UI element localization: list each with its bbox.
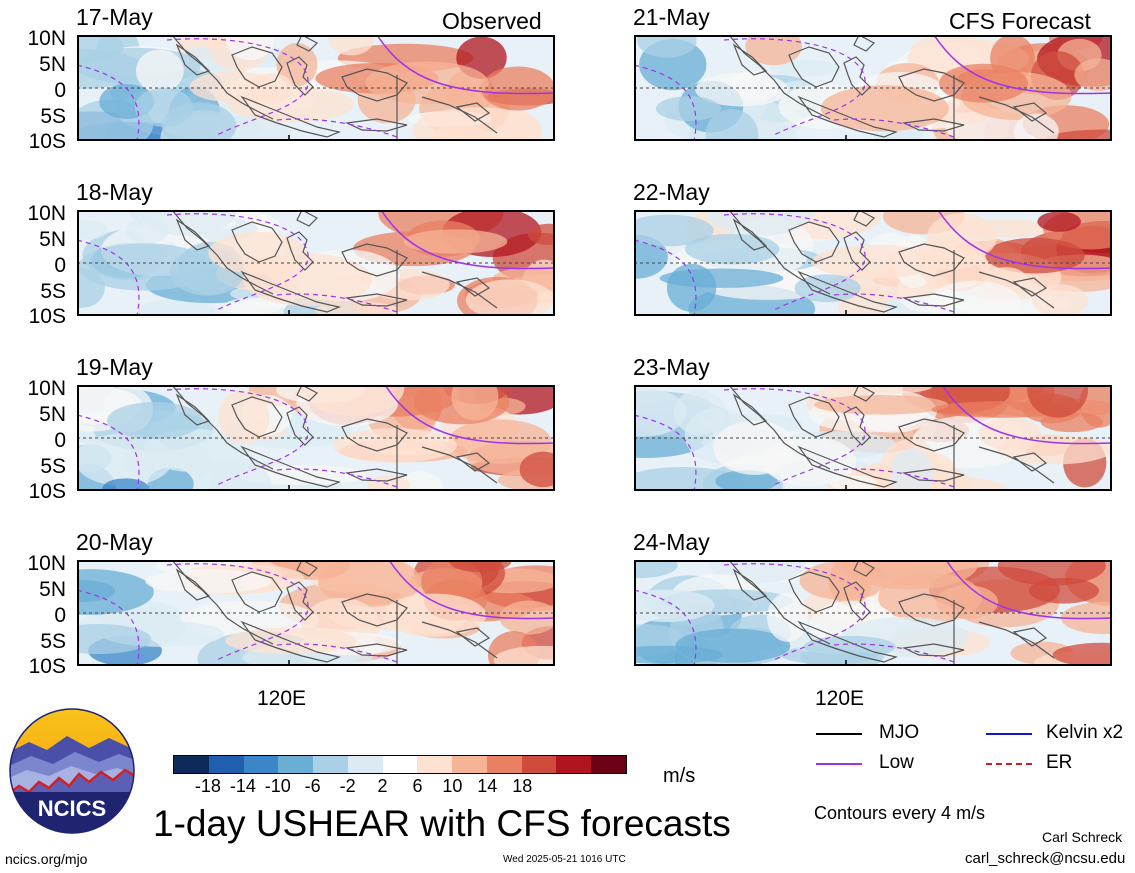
map-panel-20-may [77,560,555,666]
colorbar-tick-label: 18 [512,776,533,796]
panel-date-24: 24-May [633,529,710,555]
ncics-logo: NCICS [9,708,135,834]
map-canvas [77,210,555,316]
lat-label: 0 [54,79,66,102]
colorbar-swatch [208,756,244,773]
map-panel-22-may [634,210,1112,316]
map-canvas [634,560,1112,666]
lat-label: 5S [40,105,66,128]
colorbar-tick-label: 2 [377,776,388,796]
colorbar-tick-label: -6 [304,776,321,796]
map-canvas [77,560,555,666]
map-canvas [77,35,555,141]
map-canvas [634,35,1112,141]
timestamp: Wed 2025-05-21 1016 UTC [503,854,626,865]
lat-label: 10N [27,202,66,225]
legend-label-kelvin: Kelvin x2 [1046,722,1124,743]
map-panel-21-may [634,35,1112,141]
colorbar-tick-label: -10 [264,776,291,796]
panel-date-20: 20-May [76,529,153,555]
lat-label: 10N [27,377,66,400]
legend-label-low: Low [879,752,914,773]
colorbar-tick-label: 10 [442,776,463,796]
lat-label: 10S [28,480,66,503]
email: carl_schreck@ncsu.edu [965,850,1126,867]
panel-date-17: 17-May [76,4,153,30]
lat-label: 10S [28,655,66,678]
map-panel-18-may [77,210,555,316]
lat-label: 5N [39,578,66,601]
lat-label: 10N [27,27,66,50]
colorbar-swatch [243,756,279,773]
map-panel-24-may [634,560,1112,666]
legend-line-er [986,763,1032,765]
map-panel-17-may [77,35,555,141]
map-panel-19-may [77,385,555,491]
colorbar-swatch [382,756,418,773]
lat-label: 10N [27,552,66,575]
forecast-label: CFS Forecast [949,8,1091,34]
lat-label: 0 [54,254,66,277]
lon-label-left: 120E [257,687,307,710]
lat-label: 5S [40,630,66,653]
panel-date-23: 23-May [633,354,710,380]
lat-label: 5S [40,455,66,478]
lat-label: 5N [39,403,66,426]
panel-date-18: 18-May [76,179,153,205]
lat-label: 10S [28,130,66,153]
colorbar-tick-label: -18 [194,776,221,796]
colorbar [173,755,627,774]
colorbar-swatch [278,756,314,773]
colorbar-swatch [347,756,383,773]
colorbar-tick-label: 6 [412,776,423,796]
lat-label: 0 [54,604,66,627]
colorbar-swatch [591,756,626,773]
map-panel-23-may [634,385,1112,491]
lat-label: 10S [28,305,66,328]
colorbar-swatch [313,756,348,773]
colorbar-tick-label: -2 [339,776,356,796]
colorbar-swatch [174,756,209,773]
observed-label: Observed [442,8,542,34]
lon-label-right: 120E [815,687,865,710]
colorbar-tick-label: 14 [477,776,498,796]
lat-label: 5N [39,228,66,251]
colorbar-swatch [521,756,557,773]
lat-label: 5S [40,280,66,303]
url-link[interactable]: ncics.org/mjo [5,851,88,867]
lat-label: 0 [54,429,66,452]
panel-date-22: 22-May [633,179,710,205]
author: Carl Schreck [1042,829,1123,845]
map-canvas [77,385,555,491]
logo-text: NCICS [38,796,106,821]
colorbar-swatch [452,756,487,773]
colorbar-tick-label: -14 [229,776,256,796]
colorbar-swatch [486,756,522,773]
lat-label: 5N [39,53,66,76]
legend-line-kelvin [986,733,1032,735]
map-canvas [634,210,1112,316]
figure-title: 1-day USHEAR with CFS forecasts [153,803,731,844]
legend-label-mjo: MJO [879,722,920,743]
units-label: m/s [663,765,696,787]
map-canvas [634,385,1112,491]
contours-note: Contours every 4 m/s [814,803,986,823]
legend-label-er: ER [1046,752,1073,773]
panel-date-21: 21-May [633,4,710,30]
colorbar-swatch [417,756,453,773]
panel-date-19: 19-May [76,354,153,380]
legend-line-low [816,763,862,765]
legend-line-mjo [816,733,862,735]
colorbar-swatch [556,756,592,773]
